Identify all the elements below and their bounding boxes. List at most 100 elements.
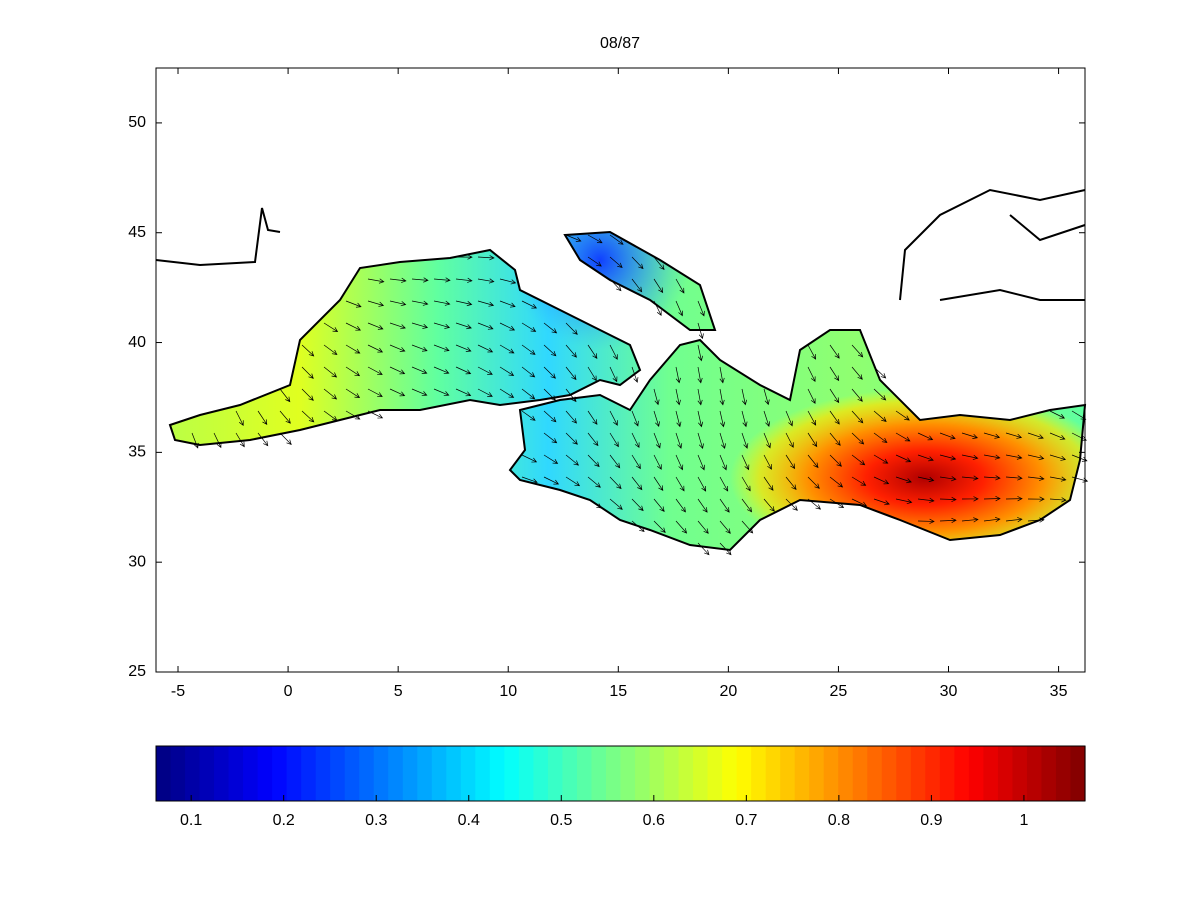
vector-arrow [587,454,600,468]
vector-arrow [873,498,890,506]
vector-arrow [1027,475,1045,481]
vector-arrow [785,476,797,491]
vector-arrow [851,476,867,486]
vector-arrow [807,410,817,426]
colorbar-cell [373,746,389,801]
colorbar-tick-label: 0.8 [828,812,850,829]
vector-arrow [455,388,472,397]
vector-arrow [741,388,748,406]
vector-arrow [653,278,664,294]
vector-arrow [477,322,494,330]
colorbar-cell [736,746,752,801]
vector-arrow [697,322,704,340]
vector-arrow [939,476,957,482]
vector-arrow [609,256,623,268]
colorbar-cell [939,746,955,801]
vector-arrow [411,344,428,352]
colorbar-tick-label: 0.7 [735,812,757,829]
vector-arrow [807,388,816,405]
y-tick-label: 45 [128,224,146,241]
vector-arrow [829,410,840,425]
vector-arrow [609,344,618,360]
vector-arrow [961,432,979,439]
vector-arrow [807,498,822,510]
vector-arrow [565,322,578,335]
vector-arrow [477,366,493,375]
vector-arrow [279,388,291,403]
vector-arrow [917,454,934,462]
vector-arrow [455,322,472,330]
vector-arrow [675,366,681,384]
vector-arrow [235,410,244,426]
vector-arrow [543,322,558,334]
vector-arrow [433,344,450,352]
vector-arrow [609,454,621,469]
vector-arrow [653,476,664,491]
vector-arrow [389,344,406,352]
colorbar-cell [983,746,999,801]
colorbar-cell [228,746,244,801]
vector-arrow [851,366,863,380]
vector-arrow [433,388,450,396]
vector-arrow [807,366,816,383]
colorbar-tick-label: 0.2 [273,812,295,829]
vector-arrow [499,388,515,398]
vector-arrow [873,366,887,379]
vector-arrow [345,388,361,399]
vector-arrow [521,410,536,421]
colorbar-cell [214,746,230,801]
vector-arrow [587,432,599,447]
vector-arrow [983,475,1001,481]
x-tick-label: 0 [284,683,293,700]
colorbar-cell [156,746,172,801]
vector-arrow [521,322,537,332]
colorbar-cell [881,746,897,801]
vector-arrow [763,410,771,427]
vector-arrow [455,344,472,352]
vector-arrow [719,520,731,534]
colorbar-tick-label: 0.4 [458,812,480,829]
vector-arrow [323,344,338,355]
vector-arrow [785,498,798,511]
colorbar-cell [315,746,331,801]
colorbar-tick-label: 0.5 [550,812,572,829]
vector-arrow [257,432,269,447]
vector-arrow [741,476,751,492]
vector-arrow [697,300,705,317]
colorbar-cell [1055,746,1072,801]
y-tick-label: 35 [128,444,146,461]
colorbar-cell [1026,746,1043,801]
vector-arrow [609,432,619,448]
x-tick-label: 15 [609,683,627,700]
vector-arrow [983,432,1001,439]
vector-arrow [873,410,887,422]
vector-arrow [367,410,384,419]
vector-arrow [543,344,557,357]
vector-arrow [829,344,840,359]
vector-arrow [851,498,868,507]
vector-arrow [411,388,428,396]
vector-arrow [565,234,582,242]
vector-arrow [873,476,890,485]
vector-arrow [983,517,1001,523]
vector-arrow [785,410,793,427]
colorbar-cell [576,746,593,801]
vector-arrow [345,300,362,308]
vector-arrow [807,432,818,448]
colorbar-cell [344,746,360,801]
vector-arrow [499,322,516,331]
vector-arrow [917,518,935,524]
vector-arrow [807,454,819,469]
colorbar-cell [243,746,259,801]
vector-arrow [279,432,292,445]
colorbar-cell [620,746,636,801]
vector-arrow [455,277,473,283]
vector-arrow [521,476,538,484]
vector-arrow [477,300,495,307]
x-tick-label: 5 [394,683,403,700]
vector-arrow [543,454,559,464]
colorbar-cell [722,746,738,801]
vector-arrow [675,432,683,449]
vector-arrow [873,432,888,443]
